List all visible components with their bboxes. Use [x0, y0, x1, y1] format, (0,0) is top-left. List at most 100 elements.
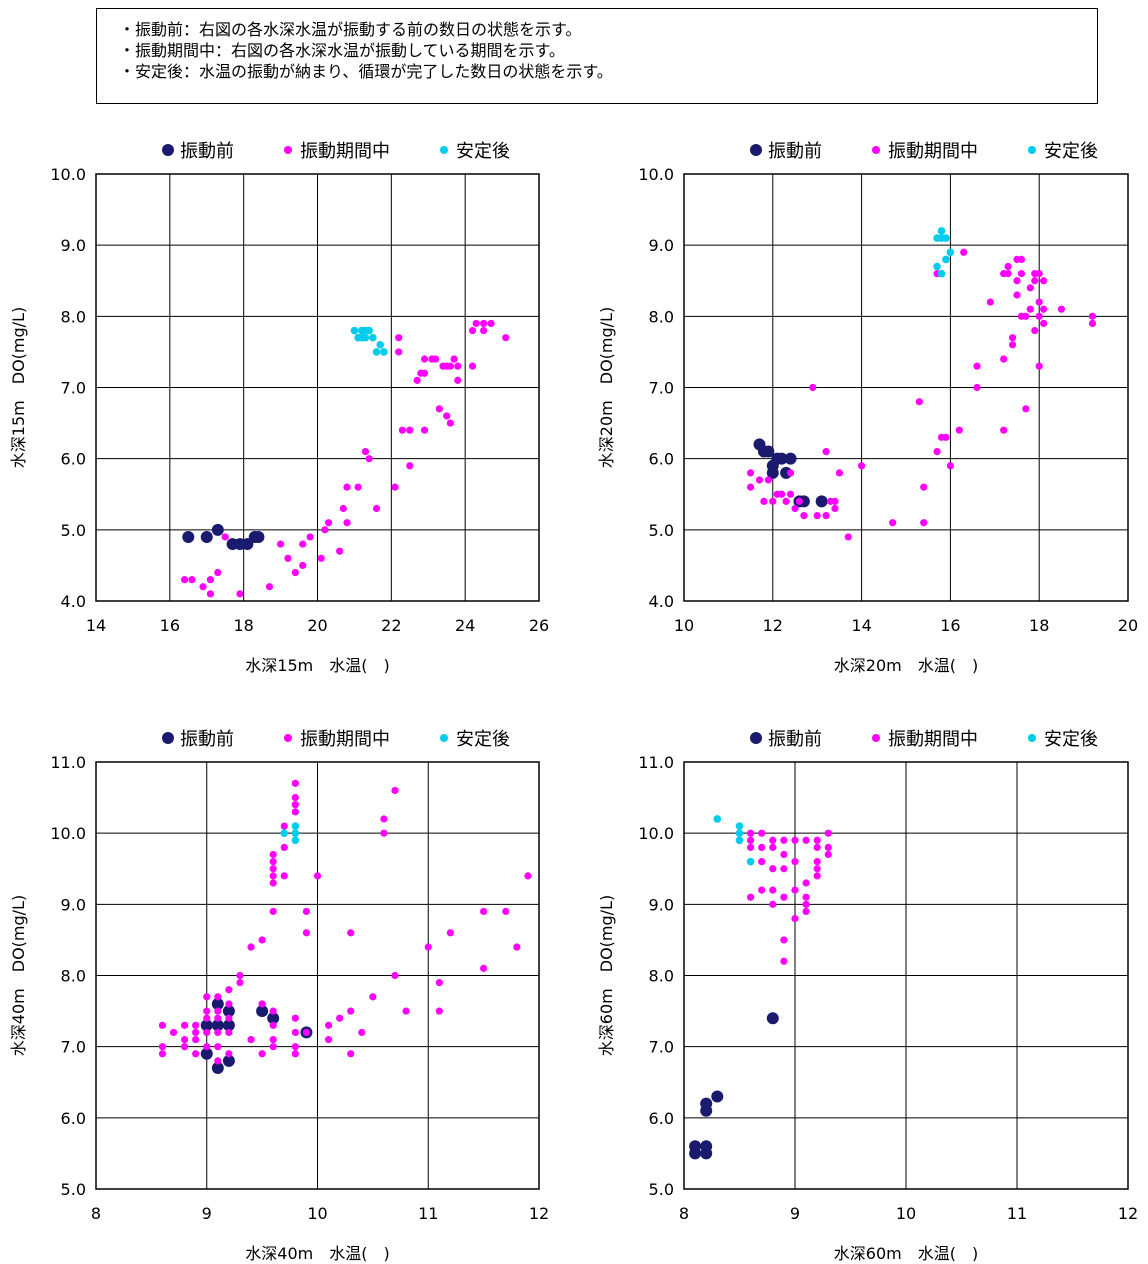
data-point-during — [1035, 312, 1043, 320]
x-tick-label: 16 — [160, 616, 180, 635]
plot-area — [95, 173, 540, 602]
data-point-during — [365, 455, 373, 463]
data-point-before — [222, 1019, 235, 1032]
data-point-during — [395, 334, 403, 342]
data-point-during — [306, 533, 314, 541]
legend-label: 安定後 — [456, 729, 510, 750]
data-point-during — [225, 1050, 233, 1058]
data-point-after — [937, 269, 946, 278]
data-point-during — [758, 843, 766, 852]
data-point-during — [402, 1007, 410, 1015]
data-point-during — [269, 1007, 277, 1015]
data-point-during — [1031, 277, 1039, 285]
data-point-after — [280, 829, 289, 837]
data-point-during — [487, 319, 495, 328]
notes-box: ・振動前：右図の各水深水温が振動する前の数日の状態を示す。 ・振動期間中：右図の… — [96, 8, 1098, 104]
x-tick-label: 10 — [307, 1204, 327, 1223]
data-point-during — [420, 355, 429, 363]
data-point-during — [192, 1035, 200, 1044]
note-line-1: ・振動前：右図の各水深水温が振動する前の数日の状態を示す。 — [119, 20, 582, 39]
data-point-during — [1040, 305, 1048, 313]
data-point-during — [214, 1014, 222, 1022]
data-point-after — [735, 836, 744, 845]
data-point-during — [236, 979, 244, 987]
x-tick-label: 18 — [233, 616, 253, 635]
data-point-during — [380, 829, 388, 837]
data-point-during — [291, 793, 299, 802]
data-point-during — [181, 1035, 189, 1044]
data-point-during — [747, 836, 755, 844]
data-point-before — [200, 1047, 213, 1060]
data-point-before — [700, 1147, 713, 1160]
data-point-during — [203, 1028, 211, 1037]
legend-marker — [440, 146, 448, 154]
data-point-before — [775, 452, 788, 465]
data-point-after — [369, 333, 377, 342]
data-point-during — [203, 1014, 211, 1022]
data-point-during — [791, 914, 799, 923]
data-point-during — [1017, 270, 1026, 278]
data-point-during — [317, 554, 325, 562]
data-point-during — [291, 1028, 299, 1037]
data-point-during — [809, 383, 817, 392]
data-point-before — [815, 495, 828, 508]
x-tick-label: 24 — [455, 616, 475, 635]
y-tick-label: 10.0 — [638, 824, 674, 843]
data-point-during — [480, 907, 488, 916]
data-point-after — [735, 822, 744, 830]
data-point-during — [813, 843, 821, 852]
y-tick-label: 6.0 — [649, 1109, 674, 1128]
data-point-during — [889, 519, 897, 527]
data-point-during — [454, 362, 462, 370]
data-point-during — [468, 326, 477, 335]
x-axis-label: 水深60m 水温( ) — [834, 1244, 978, 1263]
data-point-during — [258, 1050, 266, 1058]
data-point-during — [206, 590, 215, 598]
x-tick-label: 11 — [1007, 1204, 1027, 1223]
x-tick-label: 8 — [91, 1204, 101, 1223]
data-point-during — [192, 1028, 200, 1037]
data-point-during — [480, 326, 488, 335]
data-point-during — [813, 858, 821, 866]
data-point-before — [211, 997, 224, 1010]
data-point-during — [824, 829, 832, 837]
data-point-during — [420, 426, 429, 434]
data-point-during — [769, 843, 777, 852]
x-tick-label: 20 — [307, 616, 327, 635]
x-tick-label: 8 — [679, 1204, 689, 1223]
data-point-during — [291, 1050, 299, 1058]
data-point-during — [284, 554, 292, 562]
data-point-during — [347, 929, 355, 937]
data-point-during — [169, 1028, 178, 1037]
y-tick-label: 11.0 — [638, 753, 674, 772]
legend-marker — [750, 732, 762, 744]
data-point-during — [265, 583, 274, 591]
data-point-during — [336, 1014, 344, 1022]
data-point-before — [267, 1012, 280, 1025]
data-point-during — [158, 1043, 167, 1051]
data-point-during — [221, 533, 229, 541]
data-point-during — [747, 829, 755, 837]
data-point-during — [192, 1021, 200, 1029]
data-point-during — [225, 1000, 233, 1008]
data-point-during — [780, 850, 788, 859]
data-point-during — [158, 1021, 167, 1029]
data-point-during — [791, 504, 799, 513]
y-tick-label: 10.0 — [638, 165, 674, 184]
data-point-during — [269, 865, 277, 873]
plot-area — [683, 173, 1129, 602]
legend-marker — [750, 144, 762, 156]
data-point-during — [343, 519, 351, 527]
legend-label: 安定後 — [1044, 141, 1098, 162]
data-point-during — [203, 1043, 211, 1051]
legend-label: 振動前 — [180, 729, 234, 750]
note-line-2: ・振動期間中：右図の各水深水温が振動している期間を示す。 — [119, 41, 565, 60]
data-point-after — [291, 829, 300, 837]
data-point-during — [269, 850, 277, 859]
data-point-during — [236, 590, 244, 598]
data-point-during — [435, 1007, 443, 1015]
y-tick-label: 9.0 — [61, 895, 86, 914]
y-axis-label: 水深20m DO(mg/L) — [597, 307, 616, 468]
data-point-during — [199, 583, 207, 591]
